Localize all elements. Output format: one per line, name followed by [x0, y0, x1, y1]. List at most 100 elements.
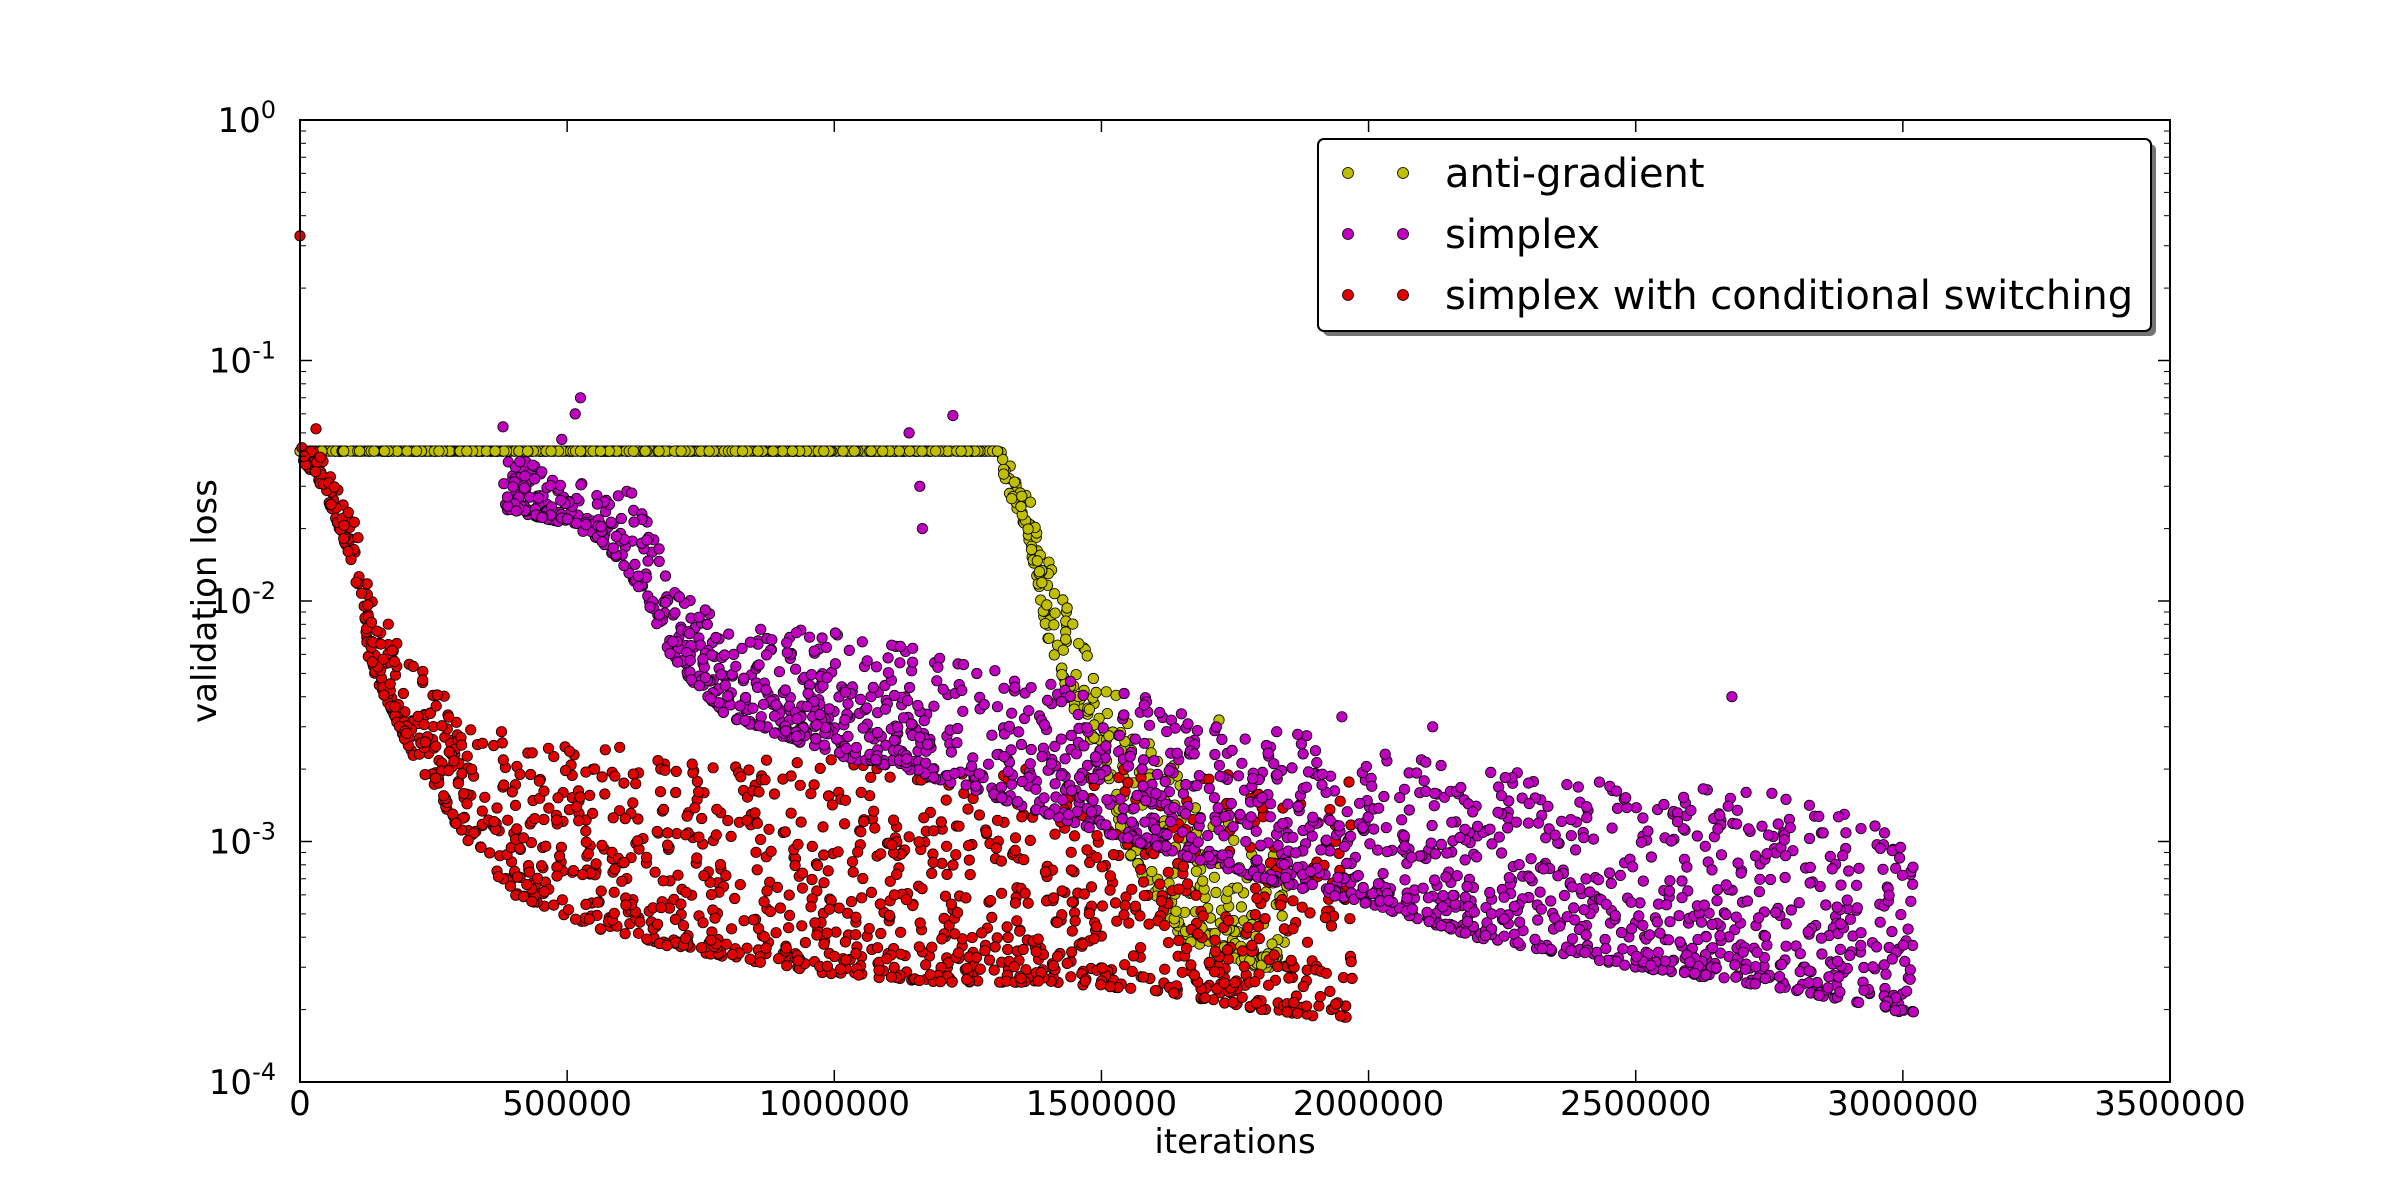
series-1-point [903, 427, 915, 439]
series-1-point [1907, 878, 1919, 890]
legend-label: simplex with conditional switching [1445, 273, 2133, 319]
series-2-point [913, 974, 925, 987]
series-2-point [1149, 984, 1162, 997]
series-2-point [479, 791, 491, 803]
series-1-point [595, 521, 607, 533]
series-2-point [1135, 863, 1147, 876]
series-1-point [1714, 930, 1726, 942]
series-2-point [920, 959, 932, 971]
points-layer [294, 230, 1920, 1023]
series-2-point [511, 871, 524, 883]
series-1-point [1484, 886, 1496, 899]
series-2-point [1048, 892, 1060, 904]
series-2-point [761, 885, 773, 897]
series-1-point [1272, 839, 1284, 852]
series-2-point [1018, 854, 1030, 866]
series-2-point [1275, 899, 1287, 911]
series-2-point [1014, 925, 1026, 937]
series-2-point [779, 826, 791, 838]
series-2-point [888, 889, 901, 901]
series-2-point [995, 855, 1008, 867]
series-2-point [927, 856, 939, 869]
series-2-point [1344, 913, 1356, 925]
series-2-point [397, 687, 409, 700]
series-2-point [828, 950, 841, 963]
series-1-point [918, 715, 930, 727]
series-1-point [1366, 780, 1378, 792]
series-2-point [654, 786, 667, 798]
series-2-point [1324, 985, 1336, 998]
series-1-point [1077, 789, 1089, 802]
series-2-point [681, 810, 693, 822]
series-1-point [1529, 933, 1541, 946]
series-1-point [1901, 985, 1913, 997]
series-1-point [1835, 918, 1847, 930]
series-2-point [582, 847, 595, 860]
series-1-point [1451, 870, 1463, 882]
series-2-point [806, 873, 818, 886]
series-1-point [773, 666, 786, 678]
series-2-point [627, 768, 639, 780]
series-2-point [1091, 829, 1103, 842]
series-1-point [1780, 793, 1792, 806]
series-1-point [1619, 959, 1631, 971]
x-axis-label: iterations [1154, 1122, 1315, 1162]
series-1-point [1645, 851, 1658, 863]
series-1-point [1118, 709, 1130, 721]
series-2-point [960, 892, 972, 904]
series-2-point [934, 976, 947, 988]
series-1-point [607, 542, 619, 554]
series-2-point [758, 931, 771, 943]
series-1-point [1266, 874, 1278, 886]
series-2-point [725, 830, 737, 843]
series-1-point [810, 733, 822, 745]
series-1-point [1780, 918, 1792, 930]
series-1-point [1297, 748, 1309, 760]
series-2-point [1122, 776, 1134, 789]
series-1-point [1676, 875, 1688, 887]
series-1-point [1739, 963, 1752, 975]
series-1-point [1815, 932, 1828, 944]
series-2-point [1313, 1000, 1325, 1012]
series-1-point [1513, 858, 1525, 871]
series-1-point [664, 647, 676, 660]
series-2-point [722, 814, 734, 827]
series-1-point [1499, 771, 1511, 784]
series-2-point [979, 945, 991, 957]
series-2-point [986, 911, 998, 924]
series-2-point [839, 794, 852, 806]
series-1-point [719, 679, 731, 691]
series-1-point [596, 536, 608, 548]
series-0-point [522, 445, 534, 457]
x-tick-label: 500000 [502, 1084, 632, 1124]
series-1-point [973, 768, 985, 780]
series-2-point [980, 826, 993, 838]
series-0-point [1073, 637, 1085, 650]
series-1-point [1255, 839, 1267, 851]
series-2-point [338, 519, 350, 532]
series-1-point [1695, 916, 1708, 928]
series-2-point [850, 911, 862, 923]
series-1-point [1059, 753, 1071, 765]
series-1-point [1240, 835, 1252, 848]
series-0-point [1083, 703, 1096, 715]
series-2-point [365, 616, 378, 628]
series-1-point [760, 684, 772, 696]
series-1-point [857, 722, 869, 734]
series-1-point [1565, 945, 1577, 957]
series-0-point [639, 445, 651, 457]
series-2-point [1197, 910, 1209, 922]
series-1-point [1437, 901, 1449, 913]
series-1-point [1309, 745, 1322, 757]
series-1-point [1085, 806, 1098, 818]
series-1-point [894, 657, 906, 669]
series-0-point [1048, 619, 1060, 631]
series-1-point [1421, 906, 1433, 918]
series-1-point [755, 711, 767, 723]
series-1-point [1214, 770, 1226, 782]
series-1-point [1617, 943, 1629, 955]
series-0-point [916, 445, 928, 457]
series-1-point [1855, 927, 1867, 939]
series-1-point [901, 753, 913, 765]
series-1-point [1592, 874, 1605, 886]
